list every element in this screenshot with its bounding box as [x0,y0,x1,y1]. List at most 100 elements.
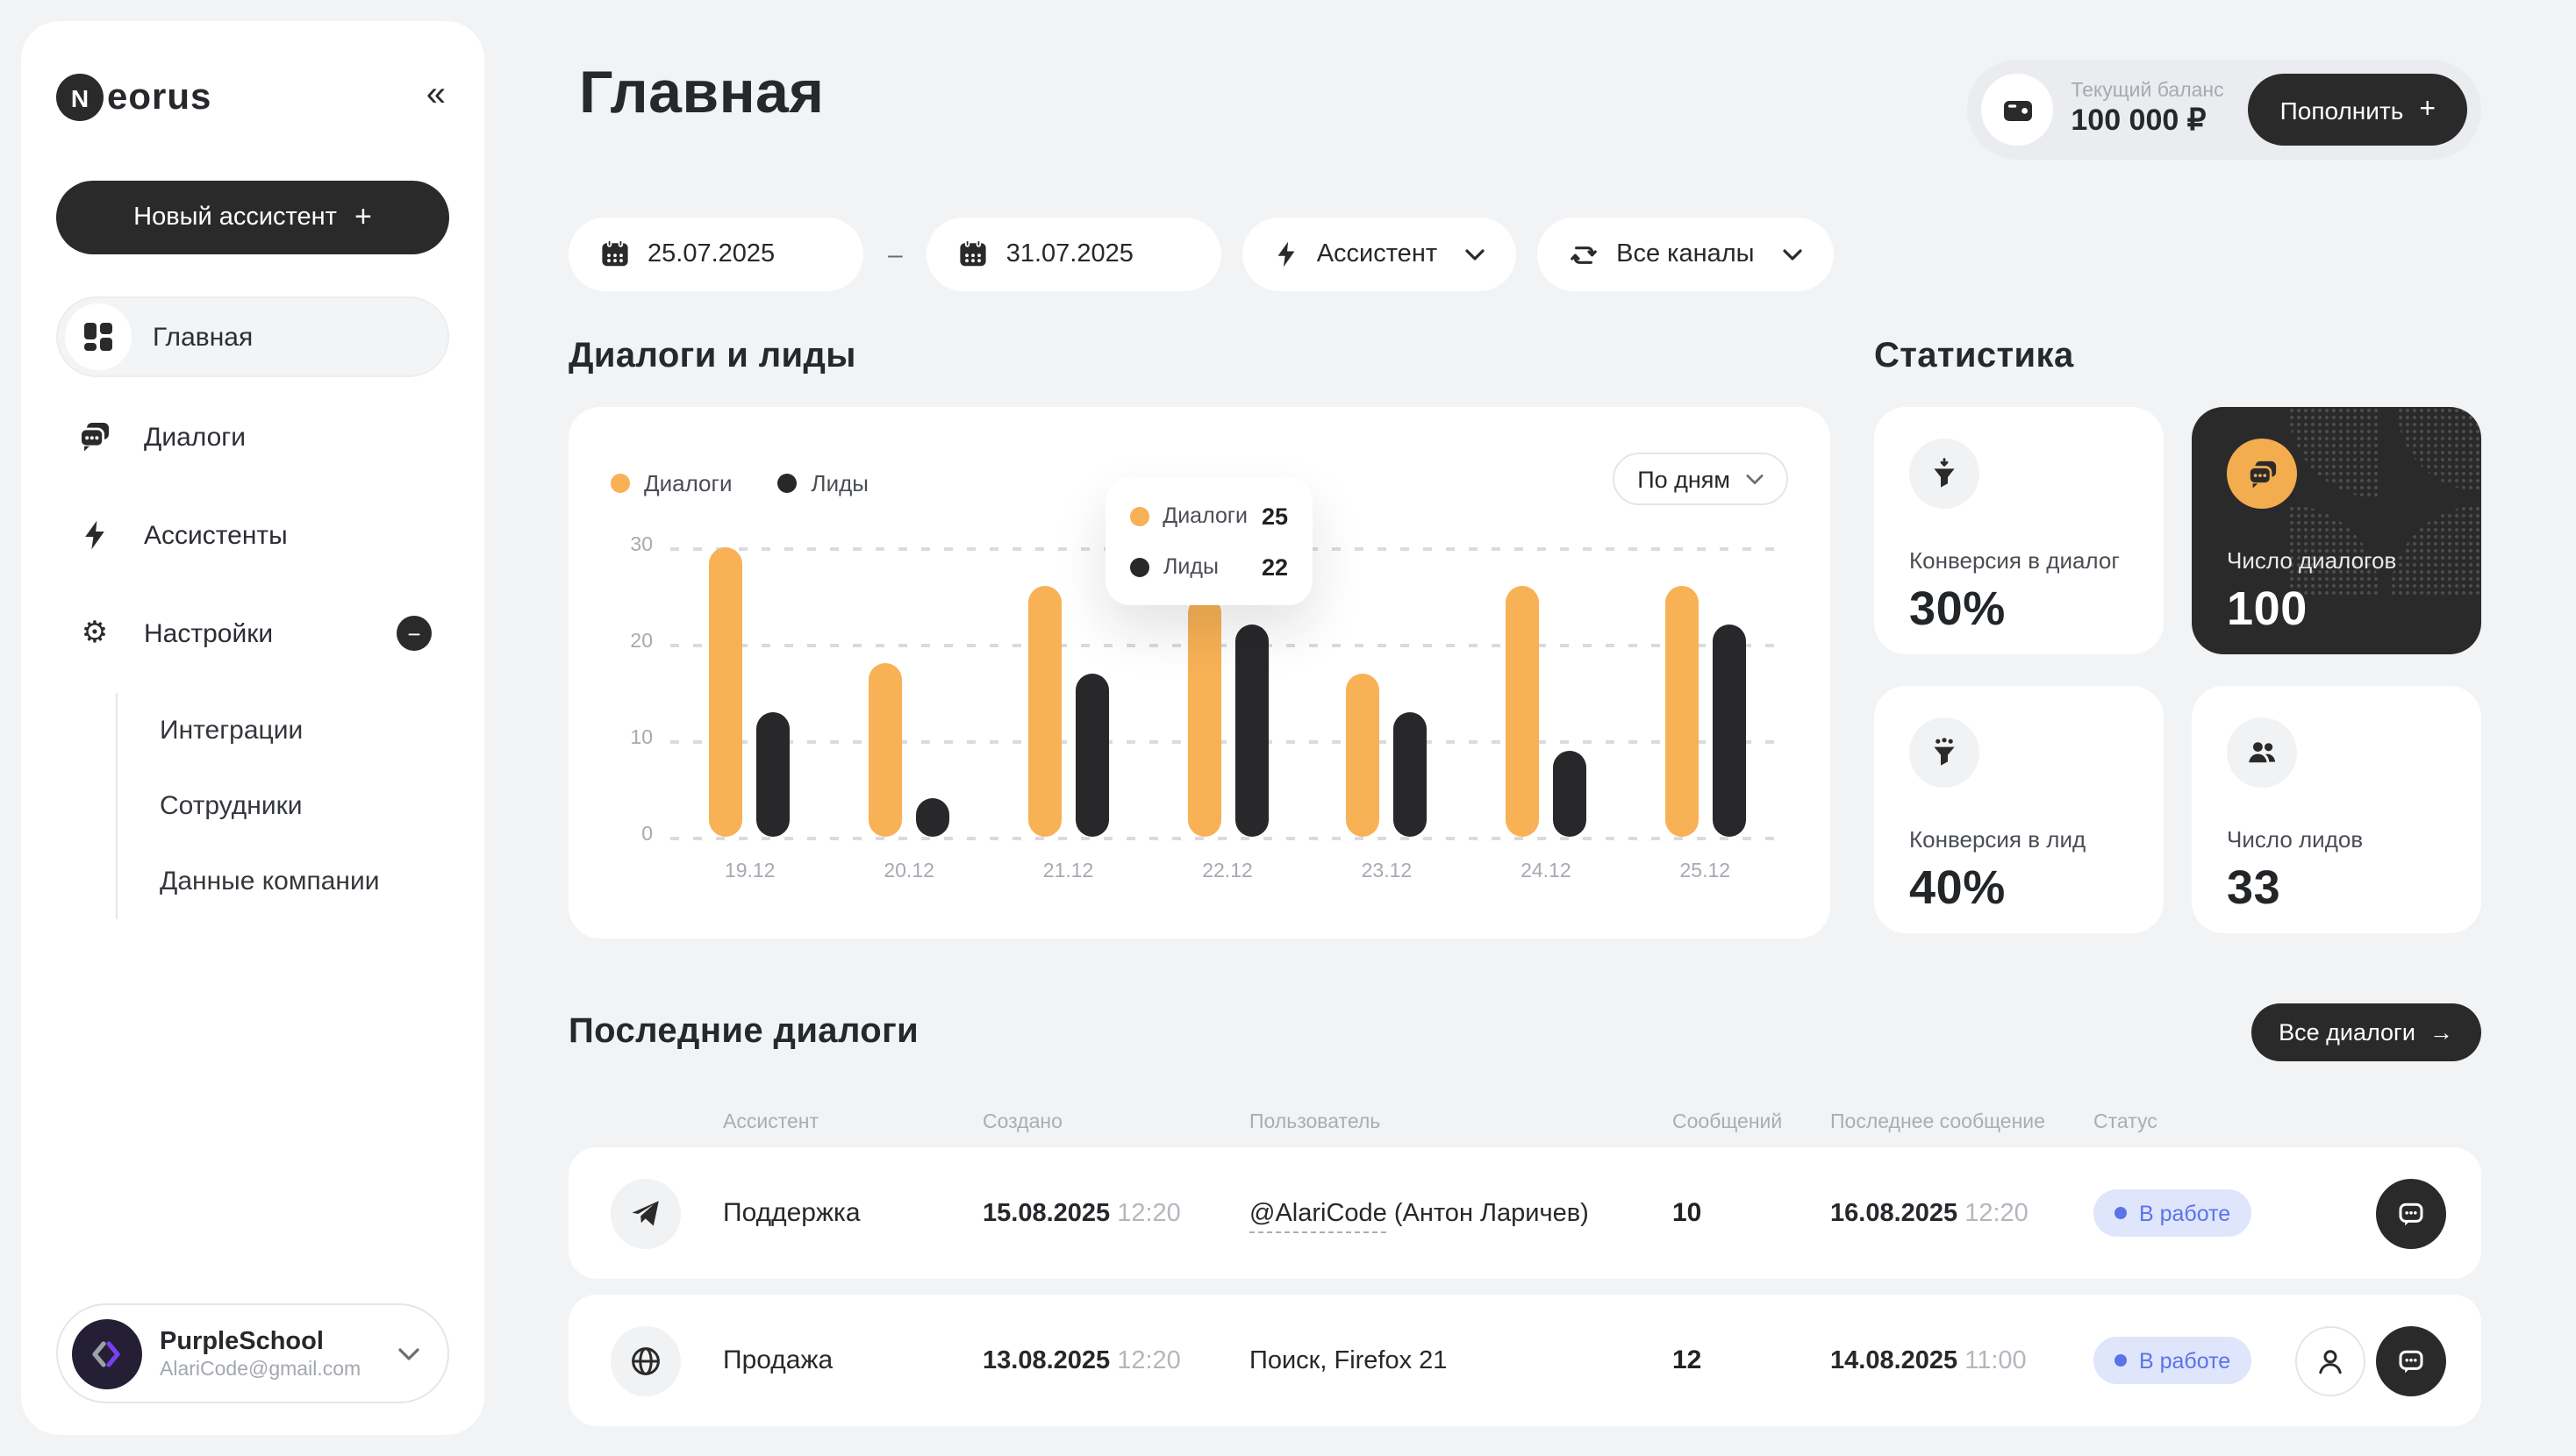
status-dot [2114,1354,2127,1367]
topbar: Главная Текущий баланс 100 000 ₽ Пополни… [569,60,2481,161]
chart-bar [1346,673,1380,837]
sidebar-subitem-integrations[interactable]: Интеграции [160,693,449,768]
assistant-name: Продажа [723,1345,834,1375]
legend-dot-dialogs [611,474,630,493]
topup-label: Пополнить [2279,96,2404,124]
stat-card-lead-conversion: Конверсия в лид 40% [1874,686,2164,933]
chart-section: Диалоги и лиды Диалоги Лиды По дням [569,337,1830,939]
open-chat-button[interactable] [2376,1178,2446,1248]
assign-user-button[interactable] [2295,1325,2365,1395]
dashboard-grid-icon [81,321,116,353]
funnel-arrow-icon [1909,439,1979,509]
chevron-down-icon [1465,248,1485,261]
new-assistant-button[interactable]: Новый ассистент + [56,181,449,254]
new-assistant-label: Новый ассистент [133,203,337,232]
telegram-icon [611,1178,681,1248]
chart-tooltip: Диалоги 25 Лиды 22 [1106,477,1313,605]
date-to-input[interactable]: 31.07.2025 [927,218,1222,291]
sidebar-item-dialogs[interactable]: Диалоги [56,398,449,475]
tooltip-value: 22 [1261,553,1288,580]
gridline [670,740,1785,744]
user-handle[interactable]: @AlariCode [1249,1199,1387,1232]
messages-count: 10 [1672,1198,1702,1228]
sidebar-item-label: Диалоги [144,422,246,452]
assistant-name: Поддержка [723,1198,861,1228]
last-message-date: 16.08.2025 [1830,1199,1958,1227]
y-axis-tick: 20 [630,632,653,653]
chart-bar [869,663,903,837]
tooltip-dot-dialogs [1130,506,1149,525]
col-header: Создано [983,1112,1063,1133]
messages-count: 12 [1672,1345,1702,1375]
status-label: В работе [2139,1201,2231,1225]
all-dialogs-button[interactable]: Все диалоги → [2250,1003,2481,1061]
assistant-filter-select[interactable]: Ассистент [1242,218,1517,291]
sidebar-collapse-icon[interactable]: « [426,75,446,114]
chart-legend: Диалоги Лиды [611,470,869,496]
funnel-people-icon [1909,717,1979,788]
chart-bar [756,711,791,837]
created-time: 12:20 [1117,1199,1181,1227]
sidebar-item-label: Главная [153,322,254,352]
plus-icon: + [354,200,372,233]
balance-value: 100 000 ₽ [2071,103,2207,137]
topup-button[interactable]: Пополнить + [2248,74,2467,146]
sidebar-item-home[interactable]: Главная [56,296,449,377]
chart-bar [1712,625,1746,837]
col-header: Пользователь [1249,1112,1381,1133]
col-header: Сообщений [1672,1112,1783,1133]
balance-card: Текущий баланс 100 000 ₽ Пополнить + [1967,60,2481,160]
row-actions [2283,1325,2446,1395]
gear-icon: ⚙ [81,615,109,650]
collapse-section-icon[interactable]: − [397,616,432,651]
stat-label: Число диалогов [2227,547,2397,574]
legend-label: Диалоги [644,470,733,496]
chat-bubbles-icon [77,421,112,453]
web-icon [611,1325,681,1395]
sidebar-nav: Главная Диалоги [56,296,449,919]
x-axis-tick: 20.12 [884,861,934,882]
bar-group [869,663,950,837]
chart-bar [1505,586,1539,837]
last-message-cell: 16.08.2025 12:20 [1830,1199,2093,1227]
sidebar-subitem-company-data[interactable]: Данные компании [160,844,449,919]
tooltip-value: 25 [1261,503,1288,529]
subitem-label: Сотрудники [160,791,303,821]
x-axis-tick: 24.12 [1521,861,1571,882]
content-grid: Диалоги и лиды Диалоги Лиды По дням [569,337,2481,939]
sidebar-item-label: Ассистенты [144,520,288,550]
open-chat-button[interactable] [2376,1325,2446,1395]
stat-card-dialog-count: Число диалогов 100 [2192,407,2481,654]
settings-subnav: Интеграции Сотрудники Данные компании [116,693,449,919]
logo-icon: N [56,74,104,121]
chart-section-title: Диалоги и лиды [569,337,856,375]
recent-dialogs-section: Последние диалоги Все диалоги → Ассистен… [569,1003,2481,1426]
chart-bar [709,547,743,837]
tooltip-label: Лиды [1163,554,1219,579]
table-row[interactable]: Поддержка 15.08.2025 12:20 @AlariCode (А… [569,1147,2481,1279]
chevron-down-icon [1782,248,1802,261]
last-message-date: 14.08.2025 [1830,1346,1958,1374]
legend-label: Лиды [811,470,869,496]
x-axis-tick: 21.12 [1042,861,1094,882]
bar-group [1505,586,1586,837]
stat-value: 100 [2227,582,2308,635]
user-cell: @AlariCode (Антон Ларичев) [1249,1199,1672,1232]
people-icon [2227,717,2297,788]
table-row[interactable]: Продажа 13.08.2025 12:20 Поиск, Firefox … [569,1295,2481,1426]
sidebar-subitem-employees[interactable]: Сотрудники [160,768,449,844]
workspace-switcher[interactable]: PurpleSchool AlariCode@gmail.com [56,1303,449,1403]
sidebar-item-settings[interactable]: ⚙ Настройки − [56,595,449,672]
sidebar-item-assistants[interactable]: Ассистенты [56,496,449,574]
channels-filter-select[interactable]: Все каналы [1537,218,1834,291]
chevron-down-icon [1746,473,1764,485]
x-axis-tick: 23.12 [1361,861,1413,882]
status-badge: В работе [2093,1189,2252,1237]
recent-dialogs-title: Последние диалоги [569,1012,919,1051]
created-cell: 13.08.2025 12:20 [983,1346,1249,1374]
date-from-input[interactable]: 25.07.2025 [569,218,863,291]
last-message-time: 11:00 [1964,1346,2027,1374]
x-axis-tick: 22.12 [1202,861,1253,882]
granularity-select[interactable]: По дням [1613,453,1788,505]
